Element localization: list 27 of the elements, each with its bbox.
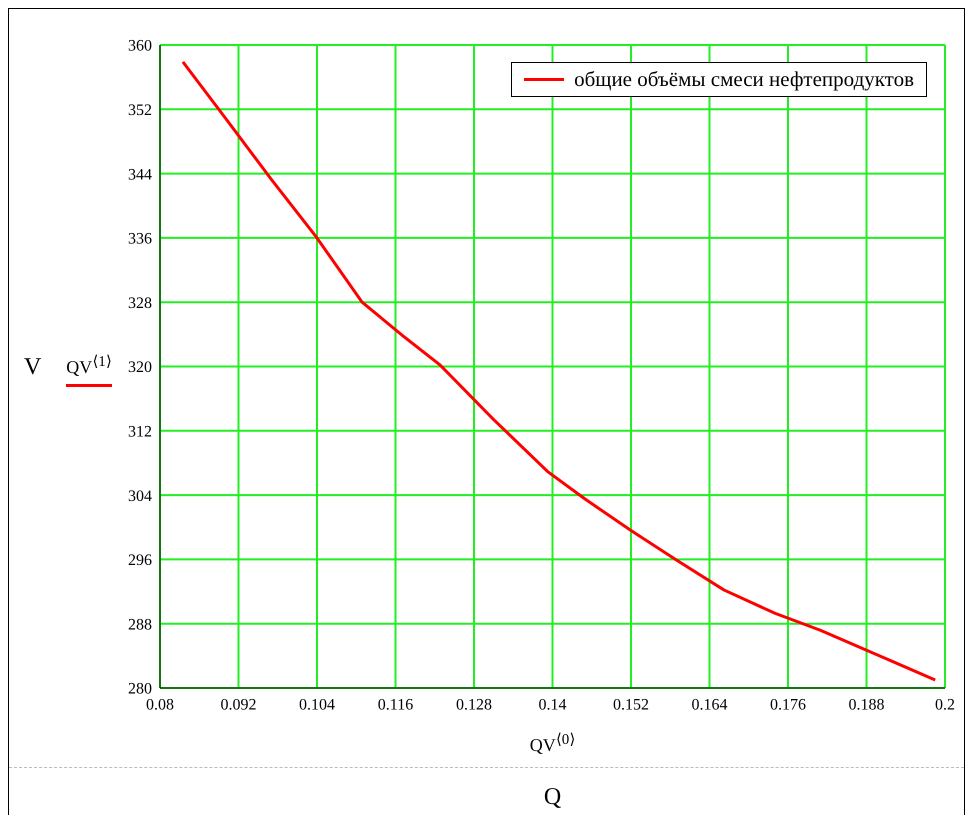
y-tick-label: 328 [128,294,152,312]
x-tick-label: 0.104 [299,696,335,714]
x-tick-label: 0.152 [613,696,649,714]
x-tick-label: 0.128 [456,696,492,714]
y-tick-label: 320 [128,359,152,376]
y-tick-label: 288 [128,616,152,634]
x-tick-label: 0.164 [692,696,728,714]
x-tick-label: 0.188 [848,696,884,714]
x-tick-label: 0.116 [378,696,414,714]
y-tick-label: 344 [128,166,152,184]
x-tick-label: 0.2 [935,696,955,714]
y-axis-title: QV$^{⟨1⟩}$ [66,353,112,378]
legend-label: общие объёмы смеси нефтепродуктов [574,67,914,92]
x-axis-title: QV$^{⟨0⟩}$ [528,731,576,756]
y-tick-label: 360 [128,38,152,55]
y-tick-label: 336 [128,230,152,248]
y-tick-label: 280 [128,680,152,698]
y-tick-label: 352 [128,102,152,119]
y-tick-label: 304 [128,488,152,505]
x-tick-label: 0.092 [220,696,256,714]
y-tick-label: 312 [128,423,152,440]
x-tick-label: 0.08 [146,696,174,714]
x-tick-label: 0.14 [538,696,566,714]
x-tick-label: 0.176 [770,696,806,714]
text: V [24,354,42,381]
text: Q [542,784,562,811]
y-tick-label: 296 [128,552,152,570]
